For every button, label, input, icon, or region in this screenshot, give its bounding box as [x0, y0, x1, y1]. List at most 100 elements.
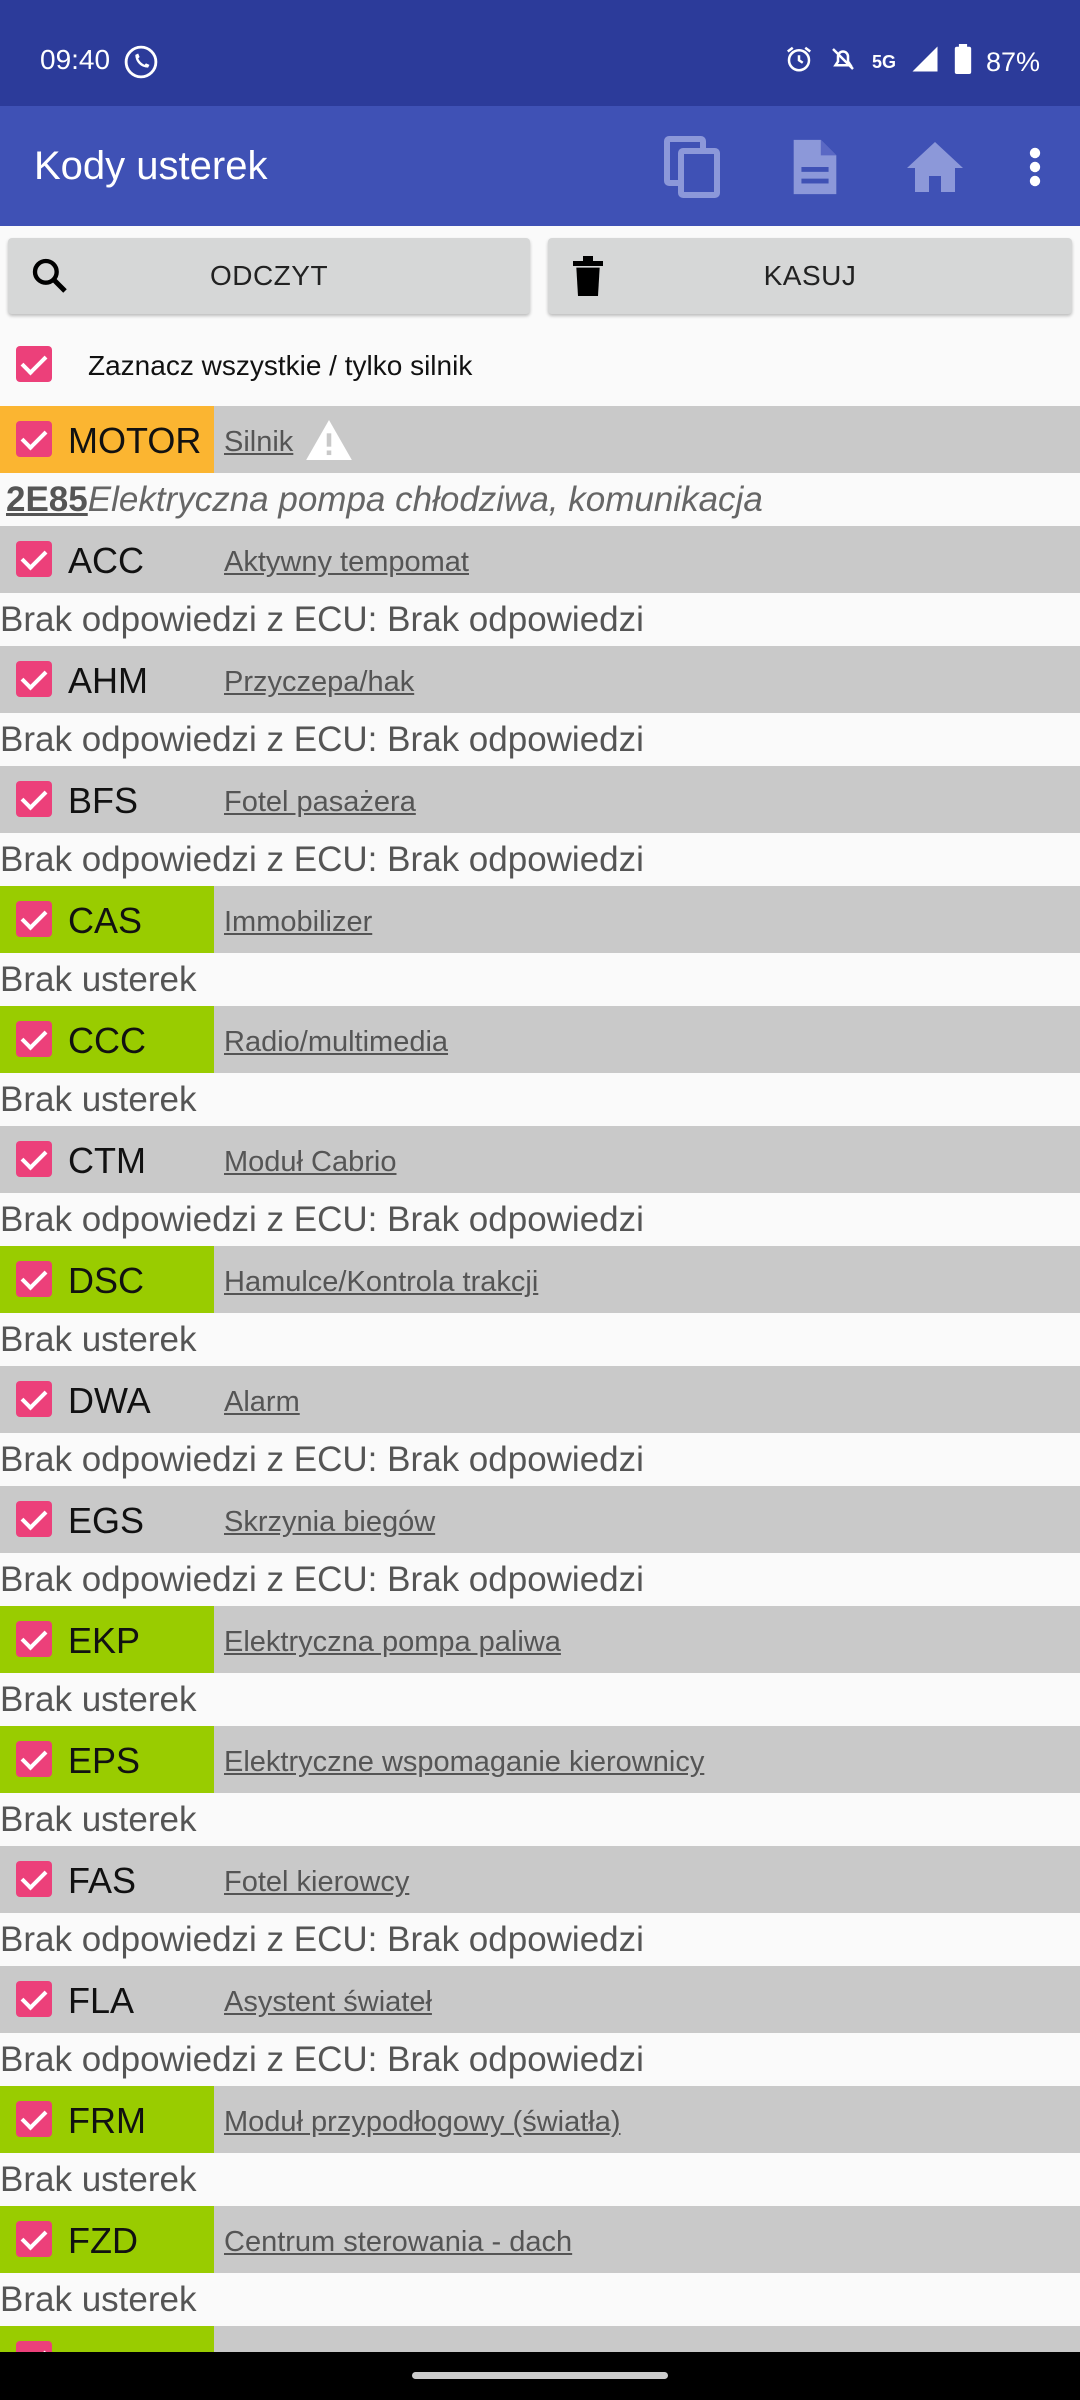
module-code-cell: EPS [0, 1726, 214, 1793]
module-row: CAS Immobilizer [0, 886, 1080, 953]
report-icon[interactable] [780, 132, 850, 202]
module-code-cell: EGS [0, 1486, 214, 1553]
module-checkbox[interactable] [16, 1981, 52, 2017]
module-code: FAS [68, 1860, 137, 1901]
battery-icon [954, 44, 972, 81]
module-result: Brak odpowiedzi z ECU: Brak odpowiedzi [0, 2033, 1080, 2086]
home-icon[interactable] [900, 132, 970, 202]
module-code: FLA [68, 1980, 135, 2021]
module-link[interactable]: Immobilizer [224, 906, 373, 938]
module-link[interactable]: Radio/multimedia [224, 1026, 449, 1058]
module-checkbox[interactable] [16, 1021, 52, 1057]
module-checkbox[interactable] [16, 1621, 52, 1657]
module-result: Brak odpowiedzi z ECU: Brak odpowiedzi [0, 1913, 1080, 1966]
select-all-checkbox[interactable] [16, 346, 52, 382]
module-list: MOTOR Silnik 2E85Elektryczna pompa chłod… [0, 406, 1080, 2393]
module-code-cell: FAS [0, 1846, 214, 1913]
module-link[interactable]: Fotel pasażera [224, 786, 416, 818]
module-result: Brak usterek [0, 953, 1080, 1006]
module-code: EPS [68, 1740, 141, 1781]
module-checkbox[interactable] [16, 901, 52, 937]
module-row: FRM Moduł przypodłogowy (światła) [0, 2086, 1080, 2153]
mute-bell-icon [828, 44, 858, 81]
module-link[interactable]: Elektryczna pompa paliwa [224, 1626, 561, 1658]
module-row: MOTOR Silnik [0, 406, 1080, 473]
module-result: Brak usterek [0, 1673, 1080, 1726]
module-row: EKP Elektryczna pompa paliwa [0, 1606, 1080, 1673]
module-link[interactable]: Elektryczne wspomaganie kierownicy [224, 1746, 705, 1778]
module-link[interactable]: Asystent świateł [224, 1986, 432, 2018]
module-code: CCC [68, 1020, 146, 1061]
module-link[interactable]: Moduł przypodłogowy (światła) [224, 2106, 621, 2138]
read-button[interactable]: ODCZYT [8, 238, 530, 314]
page-title: Kody usterek [34, 144, 268, 188]
module-code: EKP [68, 1620, 141, 1661]
search-icon [30, 256, 70, 303]
fault-code[interactable]: 2E85 [6, 480, 88, 519]
module-checkbox[interactable] [16, 661, 52, 697]
module-link[interactable]: Alarm [224, 1386, 300, 1418]
module-link[interactable]: Silnik [224, 426, 294, 458]
module-checkbox[interactable] [16, 2221, 52, 2257]
module-row: ACC Aktywny tempomat [0, 526, 1080, 593]
module-link[interactable]: Moduł Cabrio [224, 1146, 397, 1178]
module-code-cell: FLA [0, 1966, 214, 2033]
app-bar: Kody usterek [0, 106, 1080, 226]
module-checkbox[interactable] [16, 1141, 52, 1177]
module-checkbox[interactable] [16, 421, 52, 457]
module-row: BFS Fotel pasażera [0, 766, 1080, 833]
module-code-cell: DSC [0, 1246, 214, 1313]
module-code-cell: CAS [0, 886, 214, 953]
module-link[interactable]: Centrum sterowania - dach [224, 2226, 573, 2258]
module-checkbox[interactable] [16, 1261, 52, 1297]
system-nav-bar [0, 2352, 1080, 2400]
home-gesture-handle[interactable] [412, 2372, 668, 2379]
clear-button-label: KASUJ [763, 260, 857, 291]
module-code-cell: ACC [0, 526, 214, 593]
alarm-icon [784, 44, 814, 81]
module-checkbox[interactable] [16, 1861, 52, 1897]
module-checkbox[interactable] [16, 1381, 52, 1417]
module-result: Brak usterek [0, 1313, 1080, 1366]
module-result: Brak odpowiedzi z ECU: Brak odpowiedzi [0, 1433, 1080, 1486]
module-code: FZD [68, 2220, 138, 2261]
module-checkbox[interactable] [16, 1741, 52, 1777]
module-checkbox[interactable] [16, 781, 52, 817]
module-result: 2E85Elektryczna pompa chłodziwa, komunik… [0, 473, 1080, 526]
module-link[interactable]: Aktywny tempomat [224, 546, 469, 578]
fault-description: Elektryczna pompa chłodziwa, komunikacja [87, 480, 763, 519]
call-icon [124, 45, 158, 84]
module-code-cell: DWA [0, 1366, 214, 1433]
status-time: 09:40 [40, 44, 111, 75]
module-link[interactable]: Przyczepa/hak [224, 666, 415, 698]
battery-level: 87% [985, 47, 1040, 77]
copy-icon[interactable] [658, 132, 728, 202]
module-code: MOTOR [68, 420, 202, 461]
network-type: 5G [871, 52, 896, 72]
module-result: Brak odpowiedzi z ECU: Brak odpowiedzi [0, 593, 1080, 646]
module-row: EGS Skrzynia biegów [0, 1486, 1080, 1553]
module-link[interactable]: Skrzynia biegów [224, 1506, 436, 1538]
module-code: CAS [68, 900, 143, 941]
module-row: CCC Radio/multimedia [0, 1006, 1080, 1073]
module-code-cell: FRM [0, 2086, 214, 2153]
module-code-cell: EKP [0, 1606, 214, 1673]
module-result: Brak usterek [0, 2273, 1080, 2326]
module-result: Brak usterek [0, 1793, 1080, 1846]
module-row: CTM Moduł Cabrio [0, 1126, 1080, 1193]
module-link[interactable]: Hamulce/Kontrola trakcji [224, 1266, 539, 1298]
module-row: FAS Fotel kierowcy [0, 1846, 1080, 1913]
module-row: EPS Elektryczne wspomaganie kierownicy [0, 1726, 1080, 1793]
select-all-row[interactable]: Zaznacz wszystkie / tylko silnik [0, 334, 1080, 404]
read-button-label: ODCZYT [209, 260, 329, 291]
clear-button[interactable]: KASUJ [548, 238, 1072, 314]
module-checkbox[interactable] [16, 1501, 52, 1537]
module-link[interactable]: Fotel kierowcy [224, 1866, 410, 1898]
module-result: Brak odpowiedzi z ECU: Brak odpowiedzi [0, 713, 1080, 766]
module-row: DSC Hamulce/Kontrola trakcji [0, 1246, 1080, 1313]
module-code-cell: MOTOR [0, 406, 214, 473]
module-checkbox[interactable] [16, 2101, 52, 2137]
more-options-icon[interactable] [1000, 132, 1070, 202]
module-checkbox[interactable] [16, 541, 52, 577]
status-bar: 09:40 5G 87% [0, 0, 1080, 106]
